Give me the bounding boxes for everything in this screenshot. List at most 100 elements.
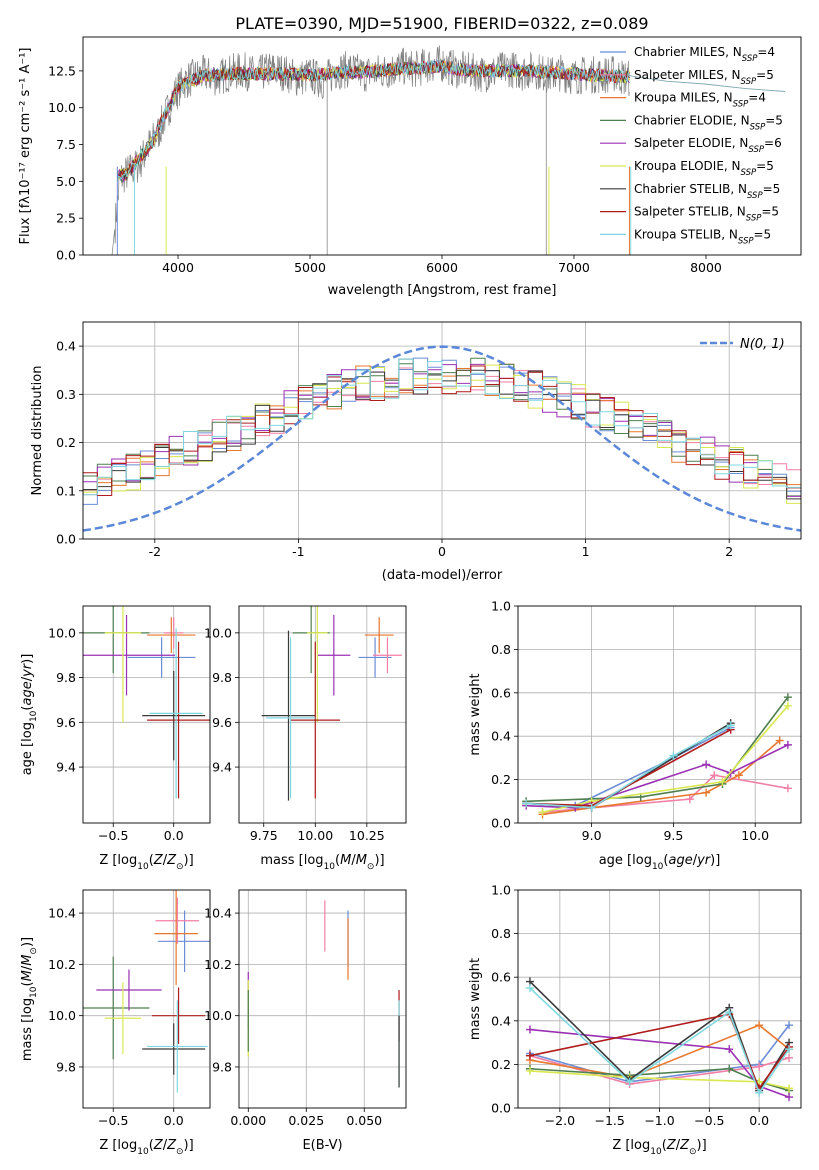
y-tick-label: 9.8: [212, 670, 232, 685]
series-line: [526, 724, 732, 809]
x-axis-label: Z [log10(Z/Z⊙)]: [99, 1138, 193, 1157]
y-tick-label: 0.0: [56, 532, 76, 547]
series-marker: [785, 1045, 794, 1054]
y-axis-label: age [log10(age/yr)]: [20, 654, 39, 776]
x-tick-label: 9.75: [250, 828, 278, 843]
series-marker: [669, 751, 678, 760]
y-tick-label: 9.8: [56, 670, 76, 685]
plot-area: [518, 890, 801, 1108]
figure-title: PLATE=0390, MJD=51900, FIBERID=0322, z=0…: [235, 14, 648, 33]
y-tick-label: 9.6: [212, 715, 232, 730]
axes-frame: [238, 605, 407, 824]
x-tick-label: −0.5: [98, 1113, 128, 1128]
series-line: [529, 1024, 790, 1079]
series-marker: [702, 760, 711, 769]
y-tick-label: 0.2: [56, 435, 76, 450]
x-axis-label: E(B-V): [302, 1138, 342, 1153]
y-tick-label: 10.2: [48, 957, 76, 972]
series-line: [529, 1054, 790, 1085]
x-tick-label: 9.0: [582, 828, 602, 843]
series-line: [529, 1070, 790, 1090]
series-marker: [625, 1077, 634, 1086]
series-marker: [755, 1088, 764, 1097]
panel-Z_vs_mass: −0.5 0.0 9.8 10.0 10.2 10.4 Z [log10(Z/Z⊙)] mas…: [20, 889, 211, 1157]
x-axis-label: age [log10(age/yr)]: [599, 853, 721, 872]
y-tick-label: 12.5: [48, 63, 76, 78]
series-marker: [726, 721, 735, 730]
model-spectrum-line: [117, 60, 630, 184]
y-tick-label: 10.0: [48, 100, 76, 115]
y-tick-label: 10.4: [204, 906, 232, 921]
series-marker: [775, 736, 784, 745]
series-marker: [710, 771, 719, 780]
x-tick-label: 2: [725, 544, 733, 559]
legend: Chabrier MILES, NSSP=4 Salpeter MILES, NS…: [600, 45, 783, 246]
x-axis-label: (data-model)/error: [382, 568, 503, 583]
series-marker: [718, 777, 727, 786]
series-line: [526, 696, 789, 803]
x-tick-label: -2: [149, 544, 161, 559]
x-tick-label: 4000: [162, 260, 194, 275]
series-marker: [785, 1084, 794, 1093]
y-tick-label: 0.4: [56, 339, 76, 354]
y-tick-label: 9.6: [56, 715, 76, 730]
x-tick-label: 0.0: [164, 828, 184, 843]
panel-mass_vs_age: 9.75 10.00 10.25 9.4 9.6 9.8 10.0 mass [log10(M…: [204, 605, 407, 872]
series-line: [529, 1028, 790, 1098]
series-marker: [725, 1008, 734, 1017]
histogram-step: [83, 358, 801, 539]
plot-area: [111, 45, 786, 255]
y-tick-label: 10.2: [204, 957, 232, 972]
x-tick-label: 0.025: [288, 1113, 324, 1128]
series-marker: [783, 740, 792, 749]
y-tick-label: 0.4: [491, 729, 511, 744]
y-tick-label: 9.4: [212, 760, 232, 775]
normal-curve: [83, 345, 801, 532]
legend-label: Salpeter MILES, NSSP=5: [634, 68, 774, 87]
model-tail-line: [626, 74, 786, 92]
series-marker: [725, 1045, 734, 1054]
legend-label: Chabrier STELIB, NSSP=5: [634, 182, 780, 201]
axes-frame: [238, 889, 407, 1109]
x-axis-label: Z [log10(Z/Z⊙)]: [612, 1138, 706, 1157]
axes-frame: [517, 605, 802, 824]
plot-area: [518, 606, 801, 823]
y-axis-label: Flux [fλ10⁻¹⁷ erg cm⁻² s⁻¹ A⁻¹]: [18, 48, 33, 245]
x-axis-label: Z [log10(Z/Z⊙)]: [99, 853, 193, 872]
y-tick-label: 0.3: [56, 387, 76, 402]
x-tick-label: 0: [438, 544, 446, 559]
series-marker: [785, 1021, 794, 1030]
y-tick-label: 0.8: [491, 926, 511, 941]
panel-Z_vs_age: −0.5 0.0 9.4 9.6 9.8 10.0 Z [log10(Z/Z⊙)] age […: [20, 605, 211, 872]
y-tick-label: 7.5: [56, 137, 76, 152]
legend-label: Kroupa STELIB, NSSP=5: [634, 227, 771, 246]
y-axis-label: mass [log10(M/M⊙)]: [20, 937, 39, 1061]
axes-frame: [82, 889, 211, 1109]
series-marker: [785, 1053, 794, 1062]
y-tick-label: 0.6: [491, 970, 511, 985]
series-marker: [685, 795, 694, 804]
y-axis-label: Normed distribution: [30, 366, 45, 496]
y-tick-label: 9.4: [56, 760, 76, 775]
y-tick-label: 9.8: [212, 1059, 232, 1074]
chart-layer: 4000 5000 6000 7000 80000.02.55.07.510.012.5…: [18, 36, 802, 1157]
y-tick-label: 2.5: [56, 211, 76, 226]
series-marker: [525, 984, 534, 993]
series-marker: [755, 1021, 764, 1030]
series-marker: [525, 1066, 534, 1075]
model-spectrum-line: [116, 59, 630, 183]
x-axis-label: mass [log10(M/M⊙)]: [260, 853, 384, 872]
plot-area: [83, 322, 801, 539]
series-marker: [702, 788, 711, 797]
histogram-step: [83, 365, 801, 539]
x-tick-label: −1.0: [644, 1113, 674, 1128]
y-tick-label: 0.2: [491, 772, 511, 787]
panel-residual_histogram: -2 -1 0 1 2 0.0 0.1 0.2 0.3 0.4 (data-model)/error…: [30, 321, 802, 583]
series-line: [542, 739, 781, 816]
x-tick-label: −1.5: [594, 1113, 624, 1128]
x-tick-label: 0.000: [230, 1113, 266, 1128]
axes-frame: [82, 36, 802, 256]
plot-area: [239, 890, 406, 1108]
y-axis-label: mass weight: [468, 958, 483, 1040]
